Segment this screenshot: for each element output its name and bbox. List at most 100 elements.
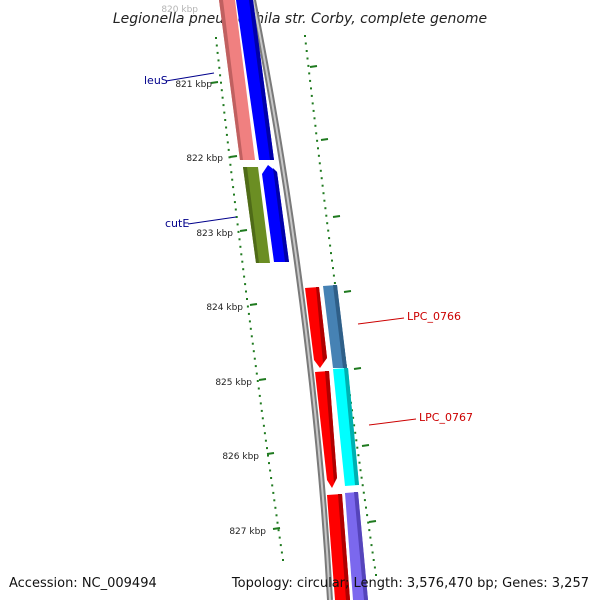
inner-track-dot bbox=[244, 283, 247, 286]
outer-track-dot bbox=[310, 87, 312, 90]
inner-track-dot bbox=[221, 96, 224, 99]
gene-feature-blue-lower-shade bbox=[273, 168, 289, 262]
outer-track-dot bbox=[327, 229, 330, 232]
outer-track-dot bbox=[314, 124, 317, 127]
tick-label-826: 826 kbp bbox=[222, 452, 259, 462]
gene-feature-leus[interactable] bbox=[236, 0, 274, 160]
inner-track-dot bbox=[215, 44, 218, 47]
inner-track-dot bbox=[271, 484, 274, 487]
inner-track-dot bbox=[246, 298, 248, 300]
gene-feature-slateblue-shade bbox=[354, 492, 368, 600]
outer-track-dot bbox=[325, 214, 328, 217]
inner-track-dot bbox=[258, 394, 261, 397]
inner-track-dot bbox=[234, 208, 237, 211]
gene-label-lpc0767[interactable]: LPC_0767 bbox=[419, 411, 473, 424]
inner-track-dot bbox=[238, 238, 241, 241]
outer-track-dot bbox=[332, 274, 335, 277]
outer-track-dot bbox=[309, 79, 312, 82]
outer-track-dot bbox=[328, 237, 331, 240]
outer-track-dot bbox=[371, 551, 374, 554]
map-title: Legionella pneumophila str. Corby, compl… bbox=[113, 11, 487, 27]
inner-track-dot bbox=[273, 499, 276, 502]
tick-label-822: 822 kbp bbox=[186, 154, 223, 164]
outer-track-dot bbox=[360, 476, 363, 479]
outer-track-dot bbox=[370, 544, 373, 547]
outer-track-dot bbox=[331, 259, 333, 262]
outer-track-dot bbox=[308, 72, 311, 75]
outer-track-dot bbox=[320, 177, 323, 180]
outer-track-dot bbox=[318, 162, 321, 165]
gene-feature-lpc0766-red-shade bbox=[316, 287, 327, 363]
inner-track-dot bbox=[261, 417, 264, 420]
gene-feature-red-bottom-shade bbox=[338, 494, 350, 600]
tick-label-823: 823 kbp bbox=[196, 229, 233, 239]
outer-track-dot bbox=[367, 521, 370, 524]
inner-track-dot bbox=[254, 365, 257, 368]
outer-track-dot bbox=[365, 506, 367, 509]
inner-track-dot bbox=[227, 148, 230, 151]
gene-feature-red-mid[interactable] bbox=[315, 371, 337, 488]
outer-track-dot bbox=[317, 147, 319, 150]
outer-track-dot bbox=[375, 574, 377, 576]
outer-track-dot bbox=[330, 252, 332, 255]
tick-labels: 820 kbp 821 kbp 822 kbp 823 kbp 824 kbp … bbox=[161, 5, 266, 537]
outer-track-dot bbox=[333, 282, 336, 284]
inner-track-dot bbox=[219, 74, 222, 77]
inner-tick-track bbox=[215, 37, 284, 561]
inner-track-dot bbox=[233, 201, 236, 204]
inner-track-dot bbox=[220, 81, 222, 84]
leader-cute bbox=[187, 216, 237, 225]
outer-track-dot bbox=[322, 192, 325, 195]
inner-track-dot bbox=[239, 245, 242, 248]
outer-track-dot bbox=[324, 207, 327, 210]
inner-track-dot bbox=[225, 126, 228, 129]
tick-label-824: 824 kbp bbox=[206, 303, 243, 313]
inner-track-dot bbox=[260, 409, 263, 412]
inner-track-dot bbox=[237, 230, 240, 233]
inner-track-dot bbox=[264, 439, 267, 442]
outer-track-dot bbox=[332, 267, 334, 270]
inner-track-dot bbox=[236, 223, 239, 226]
tick-label-820: 820 kbp bbox=[161, 5, 198, 15]
outer-track-dot bbox=[306, 57, 309, 60]
outer-track-dot bbox=[312, 109, 315, 112]
inner-track-dot bbox=[255, 372, 258, 375]
major-tick-mark bbox=[272, 527, 281, 530]
inner-track-dot bbox=[245, 290, 247, 293]
inner-track-dot bbox=[230, 171, 233, 174]
outer-track-dot bbox=[373, 566, 376, 569]
inner-track-dot bbox=[228, 156, 231, 159]
gene-label-cute[interactable]: cutE bbox=[165, 217, 189, 230]
outer-track-dot bbox=[307, 64, 310, 67]
inner-track-dot bbox=[217, 59, 220, 62]
outer-track-dot bbox=[366, 514, 369, 517]
inner-track-dot bbox=[256, 380, 259, 382]
inner-track-dot bbox=[278, 536, 281, 539]
outer-track-dot bbox=[356, 446, 359, 449]
gene-label-leaders bbox=[165, 72, 417, 426]
inner-track-dot bbox=[243, 275, 246, 278]
outer-track-dot bbox=[323, 199, 326, 202]
inner-track-dot bbox=[266, 447, 268, 450]
outer-track-dot bbox=[369, 536, 372, 539]
outer-track-dot bbox=[362, 491, 365, 494]
outer-track-dot bbox=[329, 244, 332, 247]
gene-feature-lpc0766-red[interactable] bbox=[305, 287, 327, 368]
gene-feature-lpc0766-shade bbox=[333, 285, 347, 368]
outer-track-dot bbox=[352, 416, 355, 419]
inner-track-dot bbox=[272, 491, 275, 494]
outer-track-dot bbox=[363, 499, 366, 502]
outer-track-dot bbox=[354, 431, 357, 434]
major-tick-mark bbox=[258, 378, 267, 381]
tick-label-825: 825 kbp bbox=[215, 378, 252, 388]
inner-track-dot bbox=[259, 402, 262, 405]
inner-track-dot bbox=[263, 432, 266, 435]
inner-track-dot bbox=[277, 529, 280, 532]
outer-track-dot bbox=[304, 42, 307, 45]
major-tick-mark bbox=[249, 303, 258, 306]
inner-track-dot bbox=[269, 469, 272, 472]
outer-track-dot bbox=[315, 132, 318, 135]
gene-label-lpc0766[interactable]: LPC_0766 bbox=[407, 310, 461, 323]
gene-label-leus[interactable]: leuS bbox=[144, 74, 168, 87]
